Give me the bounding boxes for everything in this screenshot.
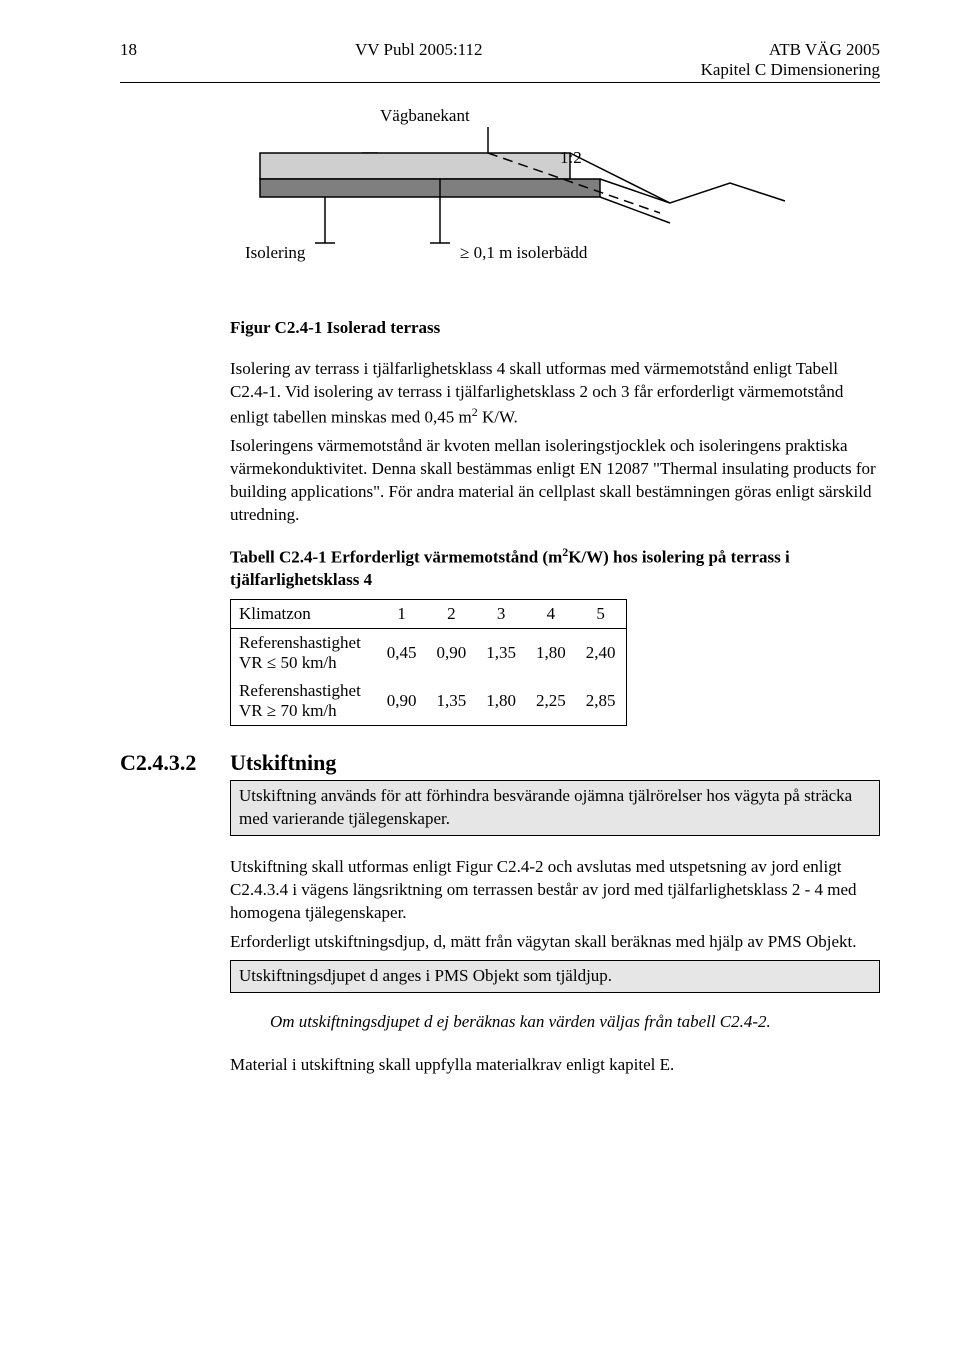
section-p2: Erforderligt utskiftningsdjup, d, mätt f… — [230, 931, 880, 954]
header-right: ATB VÄG 2005 Kapitel C Dimensionering — [701, 40, 880, 80]
para1-block: Isolering av terrass i tjälfarlighetskla… — [230, 358, 880, 527]
table-cell: 1,80 — [526, 629, 576, 678]
section-heading-row: C2.4.3.2 Utskiftning — [120, 750, 880, 776]
section-p1: Utskiftning skall utformas enligt Figur … — [230, 856, 880, 925]
table-col-5: 5 — [576, 600, 626, 629]
fig-label-vagbanekant: Vägbanekant — [380, 106, 470, 125]
table-row: Referenshastighet VR ≤ 50 km/h 0,45 0,90… — [231, 629, 627, 678]
table-header-label: Klimatzon — [231, 600, 377, 629]
table-cell: 1,80 — [476, 677, 526, 726]
header-right-line2: Kapitel C Dimensionering — [701, 60, 880, 79]
table-cell: 1,35 — [427, 677, 477, 726]
table-cell: 2,40 — [576, 629, 626, 678]
table-row-label: Referenshastighet VR ≥ 70 km/h — [231, 677, 377, 726]
note-box-2: Utskiftningsdjupet d anges i PMS Objekt … — [230, 960, 880, 993]
table-cell: 2,85 — [576, 677, 626, 726]
fig-bottom-layer — [260, 179, 600, 197]
para1: Isolering av terrass i tjälfarlighetskla… — [230, 358, 880, 429]
figure-caption: Figur C2.4-1 Isolerad terrass — [230, 318, 880, 338]
fig-label-isolering: Isolering — [245, 243, 306, 262]
table-cell: 2,25 — [526, 677, 576, 726]
note-box-1: Utskiftning används för att förhindra be… — [230, 780, 880, 836]
header-center: VV Publ 2005:112 — [355, 40, 483, 80]
table-cell: 0,90 — [377, 677, 427, 726]
figure-block: Vägbanekant ≥ 0,5 m 1:2 — [230, 103, 880, 298]
table-caption: Tabell C2.4-1 Erforderligt värmemotstånd… — [230, 545, 880, 591]
table-cell: 0,90 — [427, 629, 477, 678]
table-col-4: 4 — [526, 600, 576, 629]
table-header-row: Klimatzon 1 2 3 4 5 — [231, 600, 627, 629]
header-rule — [120, 82, 880, 83]
fig-label-isolerbadd: ≥ 0,1 m isolerbädd — [460, 243, 588, 262]
page-header: 18 VV Publ 2005:112 ATB VÄG 2005 Kapitel… — [120, 40, 880, 80]
table-col-3: 3 — [476, 600, 526, 629]
figure-svg: Vägbanekant ≥ 0,5 m 1:2 — [230, 103, 790, 293]
data-table: Klimatzon 1 2 3 4 5 Referenshastighet VR… — [230, 599, 627, 726]
section-title: Utskiftning — [230, 750, 336, 776]
table-col-1: 1 — [377, 600, 427, 629]
section-p3-block: Material i utskiftning skall uppfylla ma… — [230, 1054, 880, 1077]
page: 18 VV Publ 2005:112 ATB VÄG 2005 Kapitel… — [0, 0, 960, 1143]
table-row: Referenshastighet VR ≥ 70 km/h 0,90 1,35… — [231, 677, 627, 726]
italic-note: Om utskiftningsdjupet d ej beräknas kan … — [270, 1011, 880, 1034]
table-cell: 0,45 — [377, 629, 427, 678]
table-row-label: Referenshastighet VR ≤ 50 km/h — [231, 629, 377, 678]
para2: Isoleringens värmemotstånd är kvoten mel… — [230, 435, 880, 527]
section-p3: Material i utskiftning skall uppfylla ma… — [230, 1054, 880, 1077]
table-cell: 1,35 — [476, 629, 526, 678]
section-number: C2.4.3.2 — [120, 750, 230, 776]
section-body: Utskiftning skall utformas enligt Figur … — [230, 856, 880, 954]
header-page-number: 18 — [120, 40, 137, 80]
header-right-line1: ATB VÄG 2005 — [769, 40, 880, 59]
table-col-2: 2 — [427, 600, 477, 629]
